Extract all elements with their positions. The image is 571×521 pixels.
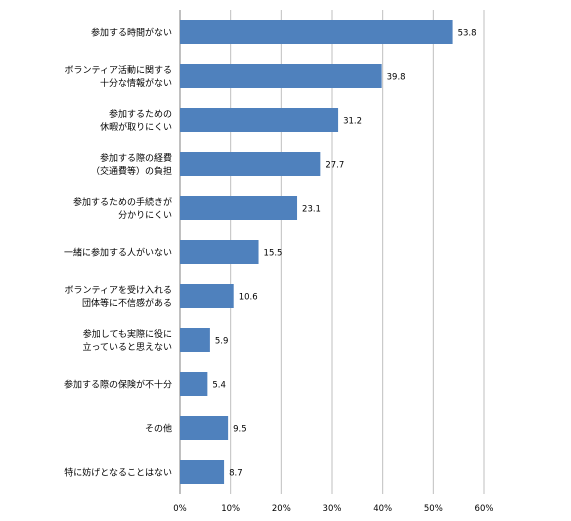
- category-label: 参加する時間がない: [91, 27, 172, 39]
- x-tick-label: 50%: [424, 504, 443, 514]
- x-tick-label: 10%: [221, 504, 240, 514]
- value-label: 8.7: [229, 469, 243, 479]
- value-label: 15.5: [264, 249, 283, 259]
- category-label: 参加しても実際に役に: [83, 328, 172, 340]
- value-label: 10.6: [239, 293, 258, 303]
- category-label: 団体等に不信感がある: [82, 297, 172, 309]
- bar: [180, 20, 453, 44]
- value-label: 39.8: [387, 73, 406, 83]
- bars: [180, 20, 453, 484]
- bar: [180, 328, 210, 352]
- category-label: 特に妨げとなることはない: [64, 467, 172, 479]
- bar: [180, 284, 234, 308]
- category-label: その他: [145, 423, 172, 435]
- bar: [180, 372, 208, 396]
- value-label: 27.7: [325, 161, 344, 171]
- category-label: 参加する際の保険が不十分: [64, 379, 172, 391]
- value-label: 31.2: [343, 117, 362, 127]
- category-labels: 参加する時間がないボランティア活動に関する十分な情報がない参加するための休暇が取…: [64, 27, 172, 479]
- category-label: 参加するための: [109, 108, 172, 120]
- category-label: 立っていると思えない: [82, 341, 172, 353]
- category-label: 一緒に参加する人がいない: [64, 247, 172, 259]
- value-label: 23.1: [302, 205, 321, 215]
- bar: [180, 64, 382, 88]
- x-tick-label: 0%: [173, 504, 187, 514]
- x-tick-label: 20%: [272, 504, 291, 514]
- category-label: 参加するための手続きが: [73, 196, 172, 208]
- bar: [180, 416, 229, 440]
- value-label: 5.9: [215, 337, 229, 347]
- value-label: 9.5: [233, 425, 247, 435]
- category-label: 十分な情報がない: [100, 77, 172, 89]
- value-label: 53.8: [458, 29, 477, 39]
- category-label: ボランティアを受け入れる: [65, 284, 172, 296]
- value-labels: 53.8 39.8 31.2 27.7 23.1 15.5 10.6 5.9 5.4 9.5 8.7: [212, 29, 476, 479]
- x-tick-label: 30%: [323, 504, 342, 514]
- category-label: 分かりにくい: [118, 210, 172, 221]
- value-label: 5.4: [212, 381, 226, 391]
- category-label: 参加する際の経費: [100, 152, 172, 164]
- bar: [180, 152, 321, 176]
- bar: [180, 460, 225, 484]
- category-label: ボランティア活動に関する: [65, 64, 172, 76]
- x-tick-labels: 0% 10% 20% 30% 40% 50% 60%: [173, 504, 493, 514]
- bar: [180, 196, 298, 220]
- bar: [180, 240, 259, 264]
- x-tick-label: 40%: [373, 504, 392, 514]
- category-label: （交通費等）の負担: [91, 165, 172, 177]
- x-tick-label: 60%: [475, 504, 494, 514]
- bar: [180, 108, 339, 132]
- category-label: 休暇が取りにくい: [100, 121, 172, 133]
- grid-lines: [179, 10, 485, 494]
